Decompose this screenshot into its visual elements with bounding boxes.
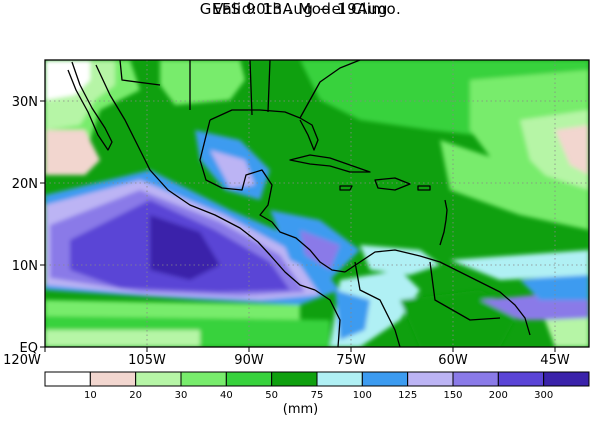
- lat-label-20n: 20N: [12, 177, 38, 192]
- precip-field-blobs: [45, 60, 589, 347]
- lon-label-105w: 105W: [128, 353, 166, 368]
- lat-label-30n: 30N: [12, 95, 38, 110]
- map-title-line1: GEFS 90th . Model Climo.: [199, 0, 402, 18]
- colorbar-swatch: [316, 371, 363, 387]
- colorbar-swatch: [497, 371, 545, 387]
- map-field: [45, 60, 589, 347]
- colorbar-swatch: [271, 371, 318, 387]
- lat-label-eq: EQ: [20, 341, 38, 356]
- colorbar-level-label: 40: [220, 390, 233, 401]
- map-frame: [44, 59, 590, 348]
- colorbar-level-label: 20: [129, 390, 142, 401]
- colorbar-swatch: [180, 371, 227, 387]
- colorbar-swatch: [89, 371, 137, 387]
- colorbar-swatch: [361, 371, 409, 387]
- colorbar-level-label: 75: [311, 390, 324, 401]
- colorbar-swatch: [407, 371, 454, 387]
- colorbar-level-label: 50: [265, 390, 278, 401]
- colorbar-level-label: 150: [443, 390, 462, 401]
- lon-label-75w: 75W: [336, 353, 366, 368]
- coastlines-and-borders: [67, 60, 531, 347]
- lon-label-60w: 60W: [438, 353, 468, 368]
- colorbar-level-label: 200: [489, 390, 508, 401]
- colorbar-swatch: [452, 371, 499, 387]
- lon-label-120w: 120W: [3, 353, 41, 368]
- colorbar-level-label: 30: [175, 390, 188, 401]
- axis-ticks: [40, 100, 556, 352]
- lon-label-45w: 45W: [540, 353, 570, 368]
- colorbar-level-label: 300: [534, 390, 553, 401]
- colorbar-swatch: [135, 371, 182, 387]
- lon-label-90w: 90W: [234, 353, 264, 368]
- lat-label-10n: 10N: [12, 259, 38, 274]
- colorbar-units: (mm): [282, 402, 319, 417]
- colorbar-swatch: [543, 371, 590, 387]
- map-title-line2: Valid: 13Aug − 19Aug: [213, 0, 388, 18]
- colorbar-level-label: 100: [353, 390, 372, 401]
- colorbar-level-label: 10: [84, 390, 97, 401]
- colorbar-swatch: [225, 371, 273, 387]
- colorbar-swatch: [44, 371, 91, 387]
- lat-lon-gridlines: [45, 60, 589, 347]
- colorbar: 10 20 30 40 50 75 100 125 150 200 300: [44, 371, 590, 401]
- colorbar-level-label: 125: [398, 390, 417, 401]
